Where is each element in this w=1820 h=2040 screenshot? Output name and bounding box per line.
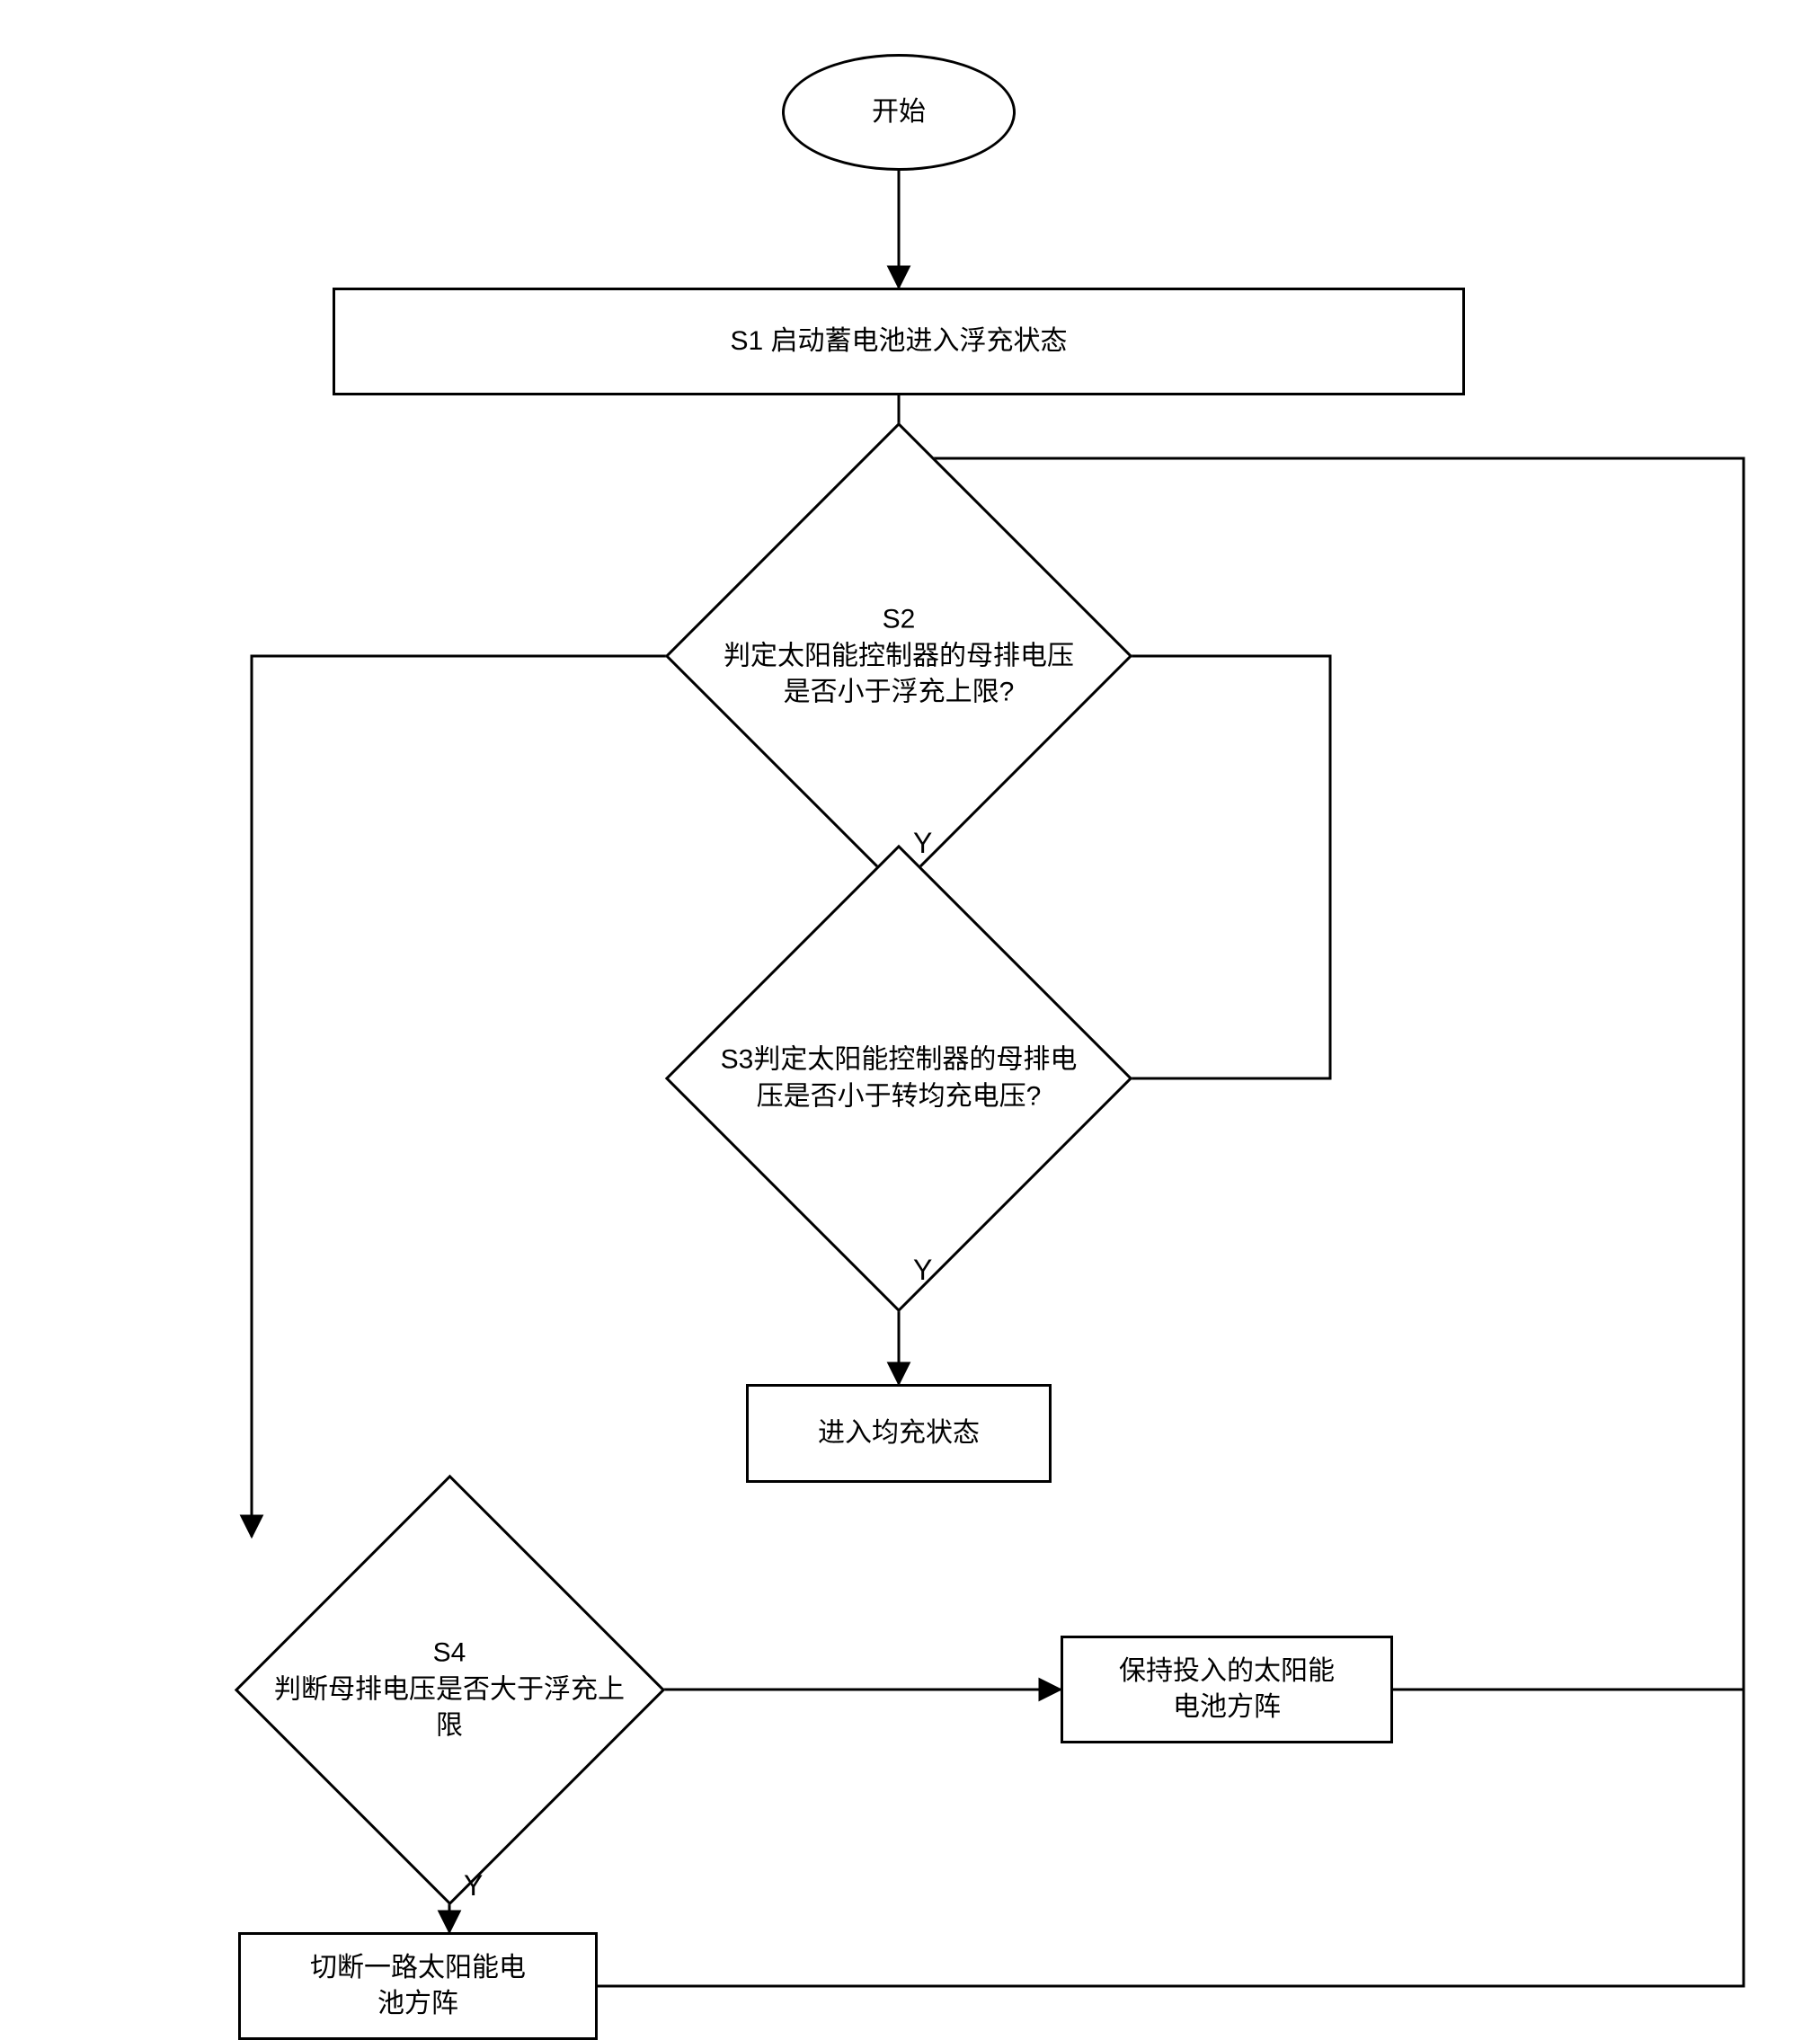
- keep-array-rect: 保持投入的太阳能 电池方阵: [1061, 1636, 1393, 1743]
- s4-label-line3: 限: [274, 1707, 625, 1744]
- cut-label-line1: 切断一路太阳能电: [310, 1950, 526, 1987]
- s2-label-line2: 判定太阳能控制器的母排电压: [724, 638, 1074, 675]
- edge-e_s2_N_s4: [252, 656, 733, 1537]
- branch-label-y_s4: Y: [464, 1869, 483, 1903]
- equal-charge-rect: 进入均充状态: [746, 1384, 1052, 1483]
- s2-decision: S2 判定太阳能控制器的母排电压 是否小于浮充上限?: [665, 422, 1132, 890]
- s2-label: S2 判定太阳能控制器的母排电压 是否小于浮充上限?: [724, 601, 1074, 711]
- start-label: 开始: [872, 94, 926, 131]
- s3-decision: S3判定太阳能控制器的母排电 压是否小于转均充电压?: [665, 845, 1132, 1312]
- keep-label-line1: 保持投入的太阳能: [1119, 1654, 1335, 1690]
- branch-label-y_s2: Y: [913, 827, 932, 860]
- branch-label-y_s3: Y: [913, 1254, 932, 1287]
- flowchart-canvas: 开始 S1 启动蓄电池进入浮充状态 S2 判定太阳能控制器的母排电压 是否小于浮…: [0, 0, 1820, 2036]
- s4-decision: S4 判断母排电压是否大于浮充上 限: [234, 1474, 665, 1905]
- s4-label: S4 判断母排电压是否大于浮充上 限: [274, 1635, 625, 1744]
- s4-label-line2: 判断母排电压是否大于浮充上: [274, 1672, 625, 1708]
- s3-label: S3判定太阳能控制器的母排电 压是否小于转均充电压?: [721, 1042, 1078, 1115]
- s2-label-line1: S2: [724, 601, 1074, 638]
- s3-label-line2: 压是否小于转均充电压?: [721, 1078, 1078, 1115]
- s1-label: S1 启动蓄电池进入浮充状态: [730, 324, 1067, 360]
- cut-label-line2: 池方阵: [310, 1986, 526, 2023]
- s4-label-line1: S4: [274, 1635, 625, 1672]
- s3-label-line1: S3判定太阳能控制器的母排电: [721, 1042, 1078, 1079]
- keep-label-line2: 电池方阵: [1119, 1690, 1335, 1726]
- start-node: 开始: [782, 54, 1016, 171]
- cut-array-rect: 切断一路太阳能电 池方阵: [238, 1932, 598, 2040]
- s2-label-line3: 是否小于浮充上限?: [724, 674, 1074, 711]
- s1-rect: S1 启动蓄电池进入浮充状态: [333, 288, 1465, 395]
- equal-label: 进入均充状态: [818, 1415, 980, 1452]
